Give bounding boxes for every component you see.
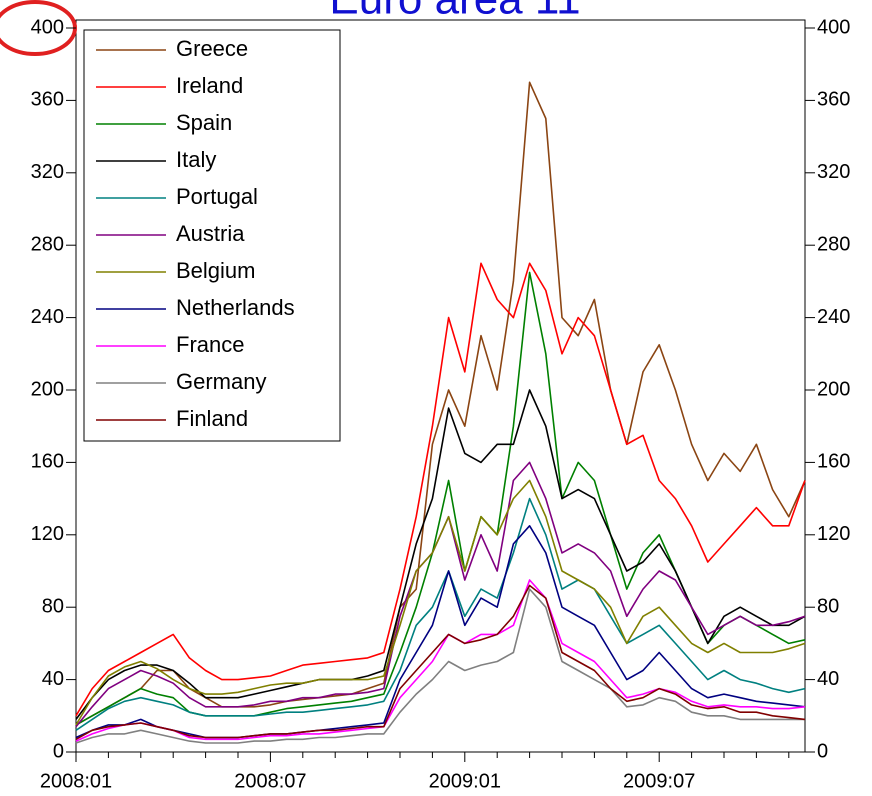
y-tick-label: 120: [31, 523, 64, 545]
legend-label: Germany: [176, 369, 266, 394]
x-tick-label: 2008:01: [40, 770, 112, 792]
y2-tick-label: 360: [817, 89, 850, 111]
y-tick-label: 360: [31, 89, 64, 111]
series-line: [75, 525, 806, 739]
x-tick-label: 2009:07: [623, 770, 695, 792]
y-tick-label: 200: [31, 378, 64, 400]
y-tick-label: 80: [42, 595, 64, 617]
series-line: [75, 588, 805, 744]
plot-frame: [75, 19, 806, 753]
y-tick-label: 160: [31, 451, 64, 473]
legend-label: Belgium: [176, 258, 255, 283]
y2-tick-label: 200: [817, 378, 850, 400]
legend: Greece Ireland Spain Italy Portugal Austria Be…: [83, 29, 341, 442]
series-line: [75, 584, 806, 740]
legend-label: Italy: [176, 147, 216, 172]
x-tick-label: 2008:07: [234, 770, 306, 792]
series-line: [75, 479, 806, 726]
legend-label: Ireland: [176, 73, 243, 98]
y2-tick-label: 400: [817, 16, 850, 38]
y2-tick-label: 280: [817, 233, 850, 255]
legend-label: Finland: [176, 406, 248, 431]
y-tick-label: 320: [31, 161, 64, 183]
legend-label: Austria: [176, 221, 245, 246]
y2-tick-label: 80: [817, 595, 839, 617]
y-tick-label: 0: [53, 740, 64, 762]
y2-tick-label: 40: [817, 668, 839, 690]
legend-label: Portugal: [176, 184, 258, 209]
y-tick-label: 40: [42, 668, 64, 690]
series-line: [75, 81, 806, 726]
legend-label: Netherlands: [176, 295, 295, 320]
y2-tick-label: 320: [817, 161, 850, 183]
y-tick-label: 240: [31, 306, 64, 328]
y-tick-label: 280: [31, 233, 64, 255]
series-line: [75, 579, 806, 742]
y2-tick-label: 240: [817, 306, 850, 328]
series-line: [75, 389, 806, 720]
legend-label: Spain: [176, 110, 232, 135]
x-tick-label: 2009:01: [429, 770, 501, 792]
y-tick-label: 400: [31, 16, 64, 38]
y2-tick-label: 160: [817, 451, 850, 473]
series-line: [75, 262, 806, 717]
y2-tick-label: 120: [817, 523, 850, 545]
legend-label: Greece: [176, 36, 248, 61]
chart-title: Euro area 11: [329, 0, 580, 24]
y2-tick-label: 0: [817, 740, 828, 762]
legend-label: France: [176, 332, 244, 357]
series-line: [75, 497, 806, 731]
